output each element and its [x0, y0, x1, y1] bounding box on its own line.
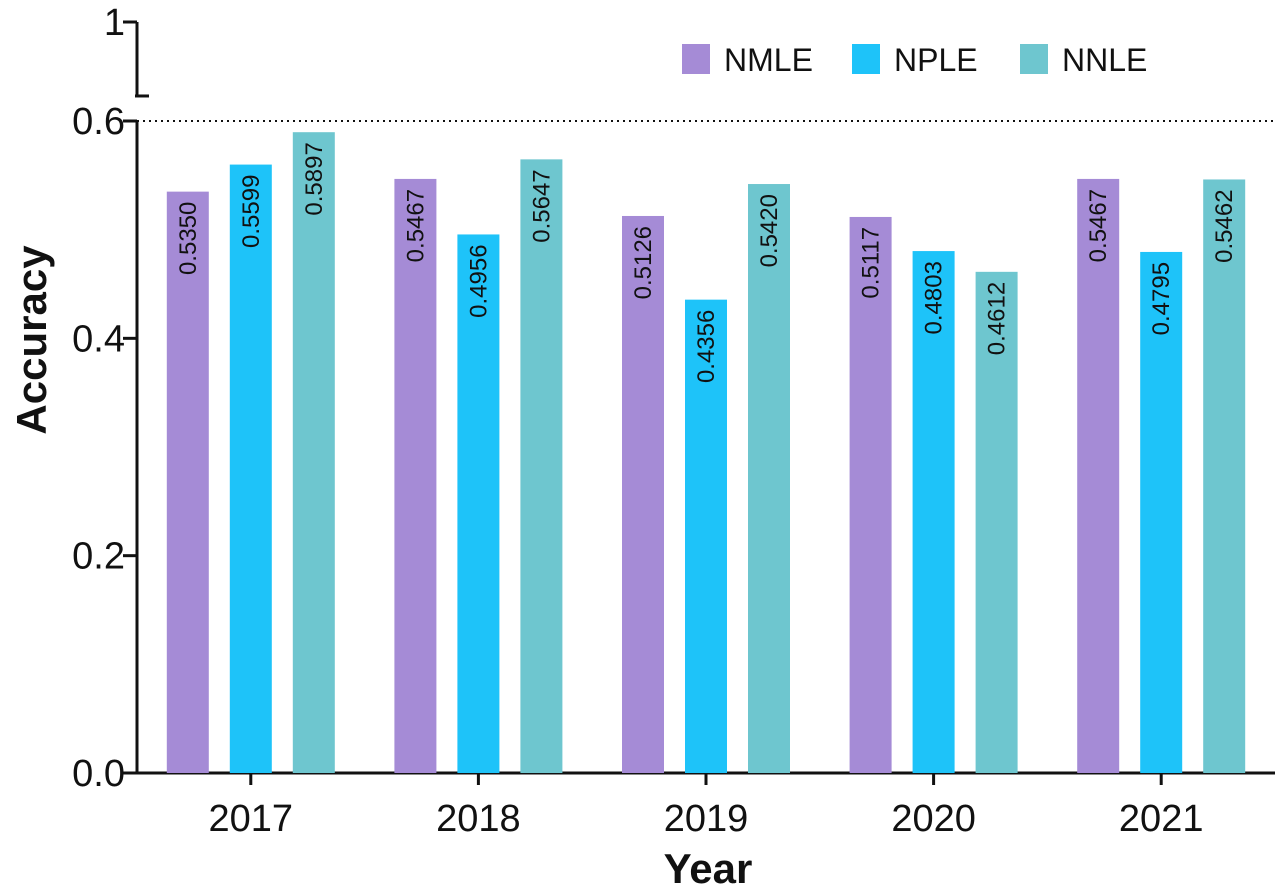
bar-nple-2019: [685, 299, 727, 773]
bar-nmle-2020: [849, 216, 892, 774]
bar-nmle-2021: [1077, 178, 1120, 774]
legend-swatch-nnle: [1020, 44, 1048, 74]
data-label: 0.5462: [1211, 189, 1238, 262]
x-tick-label: 2019: [664, 798, 749, 840]
data-label: 0.5467: [1085, 189, 1112, 262]
y-tick-label: 0.6: [72, 101, 125, 143]
bar-nnle-2018: [520, 159, 563, 774]
bar-nple-2018: [457, 234, 500, 773]
bar-nmle-2019: [622, 215, 664, 773]
bars: 0.5350 0.5599 0.5897 0.5467 0.4956 0.5647 0.51…: [166, 132, 1246, 774]
data-label: 0.4356: [693, 310, 720, 383]
x-axis-title: Year: [664, 845, 753, 892]
data-label: 0.5599: [238, 175, 265, 248]
bar-nnle-2020: [975, 271, 1018, 773]
data-label: 0.5117: [858, 227, 885, 299]
axes: 0.0 0.2 0.4 0.6 1 2017 2018 2019 2020 2021: [72, 2, 1275, 840]
bar-nmle-2018: [394, 178, 437, 774]
y-tick-label: 0.0: [72, 753, 125, 795]
legend-label-nple: NPLE: [894, 42, 978, 78]
y-tick-label: 0.2: [72, 536, 125, 578]
y-axis-title: Accuracy: [8, 245, 55, 435]
legend: NMLE NPLE NNLE: [682, 42, 1147, 78]
bar-nnle-2019: [748, 184, 790, 773]
bar-nnle-2021: [1203, 179, 1246, 774]
x-tick-label: 2021: [1119, 798, 1204, 840]
legend-label-nmle: NMLE: [724, 42, 813, 78]
data-label: 0.5647: [528, 169, 555, 242]
data-label: 0.5126: [630, 226, 657, 299]
legend-swatch-nmle: [682, 44, 710, 74]
legend-label-nnle: NNLE: [1062, 42, 1147, 78]
x-tick-label: 2018: [436, 798, 521, 840]
bar-nnle-2017: [292, 132, 335, 773]
data-label: 0.5467: [402, 189, 429, 262]
y-tick-label: 0.4: [72, 318, 125, 360]
bar-nple-2020: [912, 251, 955, 774]
x-tick-label: 2017: [209, 798, 294, 840]
bar-nmle-2017: [166, 191, 209, 774]
y-tick-label: 1: [104, 2, 125, 44]
data-label: 0.5420: [756, 194, 783, 267]
bar-nple-2017: [229, 164, 272, 774]
bar-nple-2021: [1140, 251, 1183, 773]
data-label: 0.4956: [465, 244, 492, 317]
data-label: 0.5897: [301, 142, 328, 215]
x-tick-label: 2020: [891, 798, 976, 840]
data-label: 0.4795: [1148, 262, 1175, 335]
data-label: 0.4612: [984, 282, 1011, 355]
data-label: 0.4803: [921, 261, 948, 334]
data-label: 0.5350: [175, 202, 202, 275]
legend-swatch-nple: [852, 44, 880, 74]
